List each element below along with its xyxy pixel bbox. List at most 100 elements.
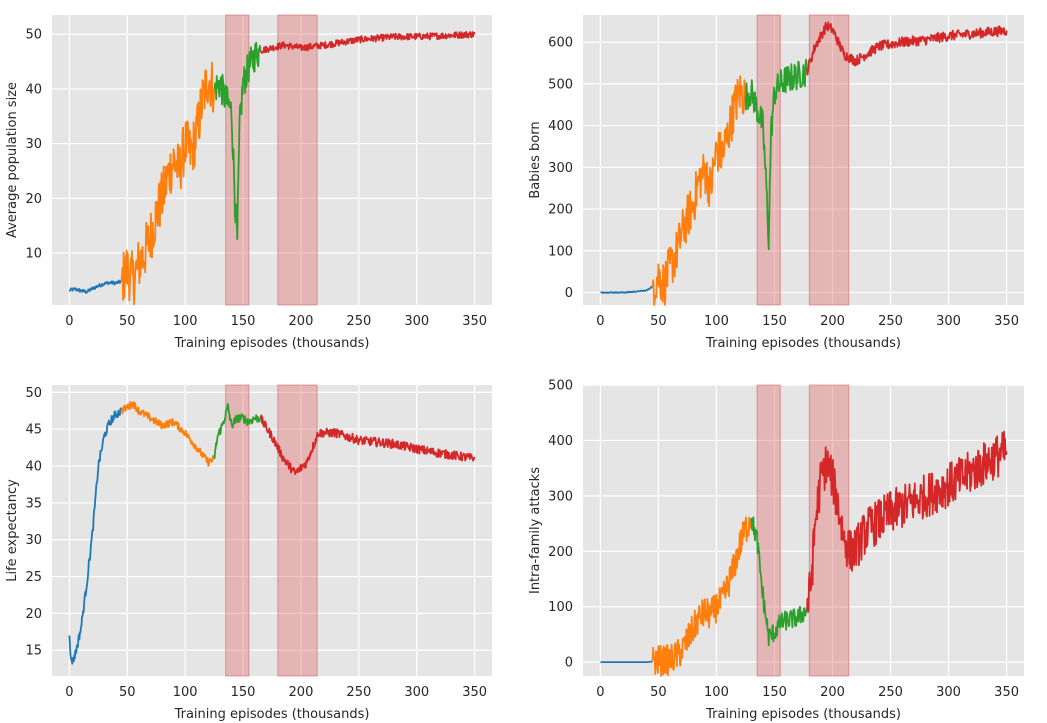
plot-background [52, 15, 492, 305]
series-phase3-line [213, 403, 262, 460]
y-axis-label: Intra-family attacks [528, 467, 543, 594]
y-tick-label: 400 [548, 119, 573, 134]
x-tick-label: 0 [65, 314, 73, 329]
y-tick-label: 50 [25, 28, 42, 43]
series-phase1-line [600, 660, 653, 663]
series-phase1-line [600, 285, 654, 294]
series-lines [600, 430, 1008, 677]
y-tick-label: 300 [548, 489, 573, 504]
x-tick-label: 350 [994, 314, 1019, 329]
series-phase4-line [259, 31, 476, 54]
y-tick-labels: 15 20 25 30 35 40 45 50 [25, 386, 42, 659]
shaded-region [808, 14, 850, 306]
shaded-region [277, 14, 318, 306]
x-tick-label: 150 [762, 685, 787, 700]
x-tick-label: 200 [820, 314, 845, 329]
x-tick-label: 50 [650, 685, 667, 700]
y-tick-label: 500 [548, 379, 573, 394]
series-phase2-line [120, 401, 215, 467]
grid [583, 384, 1024, 676]
x-tick-label: 200 [289, 685, 314, 700]
series-phase2-line [120, 61, 215, 306]
x-tick-label: 50 [650, 314, 667, 329]
y-tick-label: 100 [548, 244, 573, 259]
shaded-region [277, 384, 318, 677]
plot-background [583, 385, 1024, 676]
y-tick-label: 100 [548, 600, 573, 615]
x-axis-label: Training episodes (thousands) [174, 336, 370, 351]
x-axis-label: Training episodes (thousands) [705, 707, 901, 722]
x-tick-label: 100 [173, 685, 198, 700]
y-tick-label: 30 [25, 137, 42, 152]
x-tick-label: 150 [231, 685, 256, 700]
panel-life-expectancy: 0 50 100 150 200 250 300 350 15 20 25 30 35 40 45 50 T… [5, 384, 492, 722]
y-tick-label: 200 [548, 203, 573, 218]
x-tick-label: 100 [704, 685, 729, 700]
x-axis-label: Training episodes (thousands) [705, 336, 901, 351]
series-phase4-line [806, 21, 1008, 76]
y-tick-label: 35 [25, 496, 42, 511]
y-tick-label: 50 [25, 386, 42, 401]
x-tick-labels: 0 50 100 150 200 250 300 350 [596, 314, 1019, 329]
y-tick-labels: 10 20 30 40 50 [25, 28, 42, 262]
y-tick-label: 0 [565, 656, 573, 671]
x-tick-labels: 0 50 100 150 200 250 300 350 [65, 314, 487, 329]
panel-babies: 0 50 100 150 200 250 300 350 0 100 200 300 400 500 60… [528, 14, 1024, 351]
y-axis-label: Average population size [5, 82, 20, 238]
series-phase4-line [259, 414, 476, 475]
x-tick-label: 250 [346, 685, 371, 700]
y-tick-label: 20 [25, 192, 42, 207]
x-tick-label: 300 [404, 314, 429, 329]
y-tick-label: 500 [548, 77, 573, 92]
y-tick-label: 200 [548, 545, 573, 560]
x-tick-label: 150 [231, 314, 256, 329]
y-tick-labels: 0 100 200 300 400 500 600 [548, 36, 573, 301]
shaded-regions [225, 384, 318, 677]
plot-background [583, 15, 1024, 305]
series-phase1-line [68, 279, 122, 294]
x-tick-label: 350 [462, 685, 487, 700]
series-phase4-line [806, 430, 1008, 613]
y-tick-label: 45 [25, 423, 42, 438]
x-tick-label: 200 [289, 314, 314, 329]
shaded-regions [225, 14, 318, 306]
series-phase2-line [651, 516, 753, 677]
y-tick-label: 400 [548, 434, 573, 449]
y-tick-labels: 0 100 200 300 400 500 [548, 379, 573, 671]
x-tick-label: 300 [936, 314, 961, 329]
x-tick-label: 300 [936, 685, 961, 700]
x-axis-label: Training episodes (thousands) [174, 707, 370, 722]
y-tick-label: 15 [25, 644, 42, 659]
x-tick-label: 50 [119, 314, 136, 329]
y-tick-label: 20 [25, 607, 42, 622]
series-phase3-line [750, 516, 808, 647]
x-tick-label: 150 [762, 314, 787, 329]
x-tick-label: 350 [994, 685, 1019, 700]
x-tick-label: 100 [704, 314, 729, 329]
y-tick-label: 40 [25, 460, 42, 475]
y-tick-label: 10 [25, 247, 42, 262]
x-tick-label: 0 [596, 685, 604, 700]
y-tick-label: 30 [25, 533, 42, 548]
y-tick-label: 25 [25, 570, 42, 585]
panel-population: 0 50 100 150 200 250 300 350 10 20 30 40 50 Trainin… [5, 14, 492, 351]
shaded-region [756, 14, 781, 306]
series-phase3-line [744, 58, 808, 251]
series-phase3-line [213, 41, 262, 241]
series-phase1-line [68, 407, 123, 665]
x-tick-labels: 0 50 100 150 200 250 300 350 [596, 685, 1019, 700]
x-tick-label: 0 [596, 314, 604, 329]
x-tick-label: 0 [65, 685, 73, 700]
series-lines [68, 31, 476, 306]
x-tick-label: 250 [878, 685, 903, 700]
grid [52, 385, 492, 676]
x-tick-label: 100 [173, 314, 198, 329]
y-axis-label: Babies born [528, 121, 543, 198]
series-lines [68, 401, 476, 665]
x-tick-label: 300 [404, 685, 429, 700]
x-tick-label: 50 [119, 685, 136, 700]
series-lines [600, 21, 1008, 306]
x-tick-label: 250 [346, 314, 371, 329]
y-axis-label: Life expectancy [5, 479, 20, 582]
shaded-region [225, 14, 250, 306]
